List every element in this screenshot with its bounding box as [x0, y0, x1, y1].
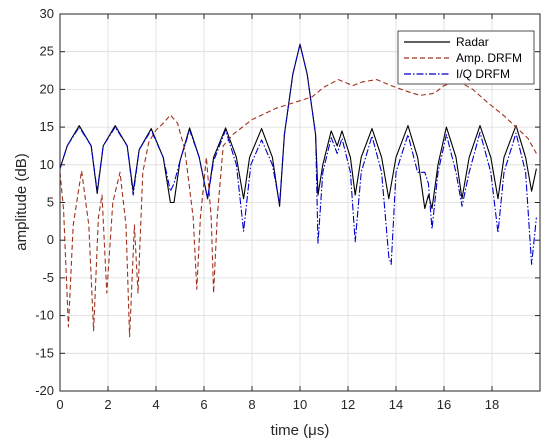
series-line-amp-drfm	[59, 79, 537, 338]
x-tick-label: 10	[293, 397, 307, 412]
x-tick-label: 12	[341, 397, 355, 412]
legend-label-amp-drfm: Amp. DRFM	[456, 51, 522, 65]
y-tick-label: -20	[35, 383, 54, 398]
x-tick-label: 14	[389, 397, 403, 412]
legend-label-iq-drfm: I/Q DRFM	[456, 67, 510, 81]
y-tick-label: 5	[47, 195, 54, 210]
x-tick-label: 6	[200, 397, 207, 412]
x-tick-label: 18	[485, 397, 499, 412]
ticks: 0 2 4 6 8 10 12 14 16 18 -20 -15 -10 -5 0 5 10 15 20 25 30	[35, 6, 540, 412]
series-line-i-q-drfm	[59, 43, 537, 265]
series-layer	[59, 43, 537, 338]
x-tick-label: 4	[152, 397, 159, 412]
y-tick-label: 15	[40, 119, 54, 134]
x-tick-label: 16	[437, 397, 451, 412]
legend: Radar Amp. DRFM I/Q DRFM	[397, 30, 535, 85]
series-line-radar	[59, 43, 537, 210]
legend-label-radar: Radar	[456, 35, 489, 49]
y-tick-label: 25	[40, 44, 54, 59]
y-tick-label: 0	[47, 232, 54, 247]
x-tick-label: 2	[104, 397, 111, 412]
y-tick-label: 30	[40, 6, 54, 21]
y-axis-label: amplitude (dB)	[13, 153, 30, 251]
y-tick-label: -5	[42, 270, 54, 285]
x-tick-label: 8	[248, 397, 255, 412]
y-tick-label: 20	[40, 81, 54, 96]
x-tick-label: 0	[56, 397, 63, 412]
y-tick-label: -15	[35, 345, 54, 360]
y-tick-label: 10	[40, 157, 54, 172]
x-axis-label: time (μs)	[271, 422, 330, 439]
y-tick-label: -10	[35, 308, 54, 323]
